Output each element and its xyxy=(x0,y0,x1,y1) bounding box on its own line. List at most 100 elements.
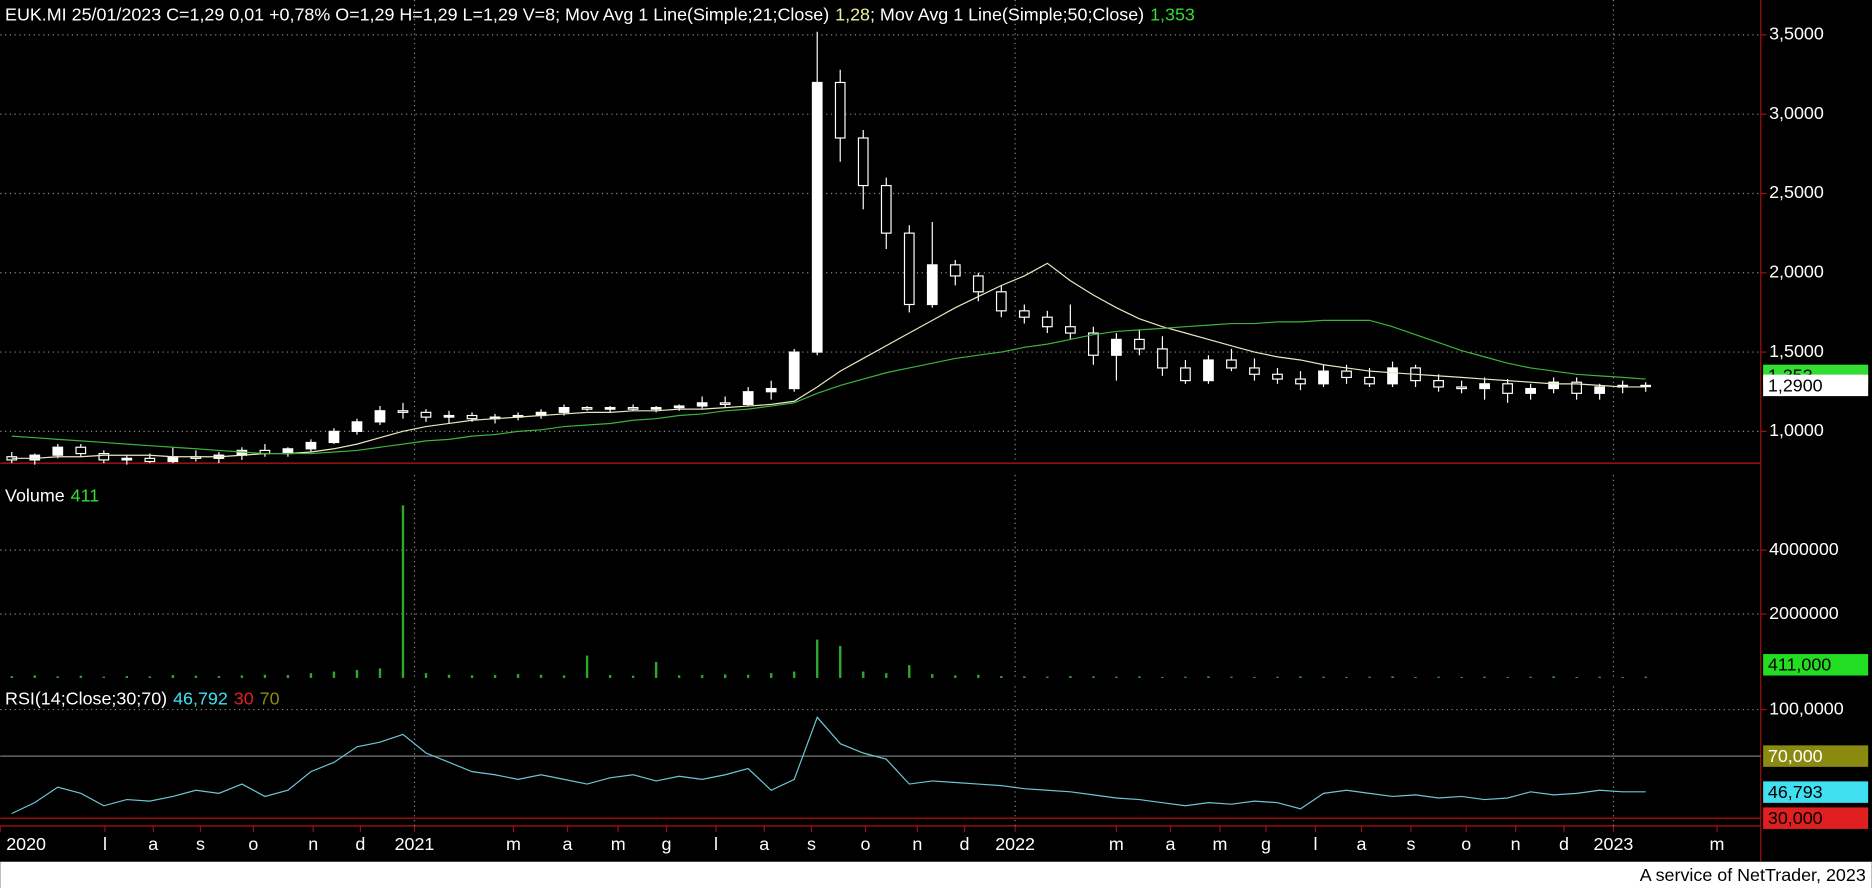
candle-body xyxy=(1456,386,1467,390)
candle-body xyxy=(1364,376,1375,385)
candle-body xyxy=(788,351,800,390)
candle-body xyxy=(949,264,961,277)
legend-name: ; Mov Avg 1 Line(Simple;50;Close) xyxy=(870,4,1144,24)
volume-bar xyxy=(1299,676,1302,678)
candle-body xyxy=(305,441,317,450)
rsi-last-box-label: 46,793 xyxy=(1768,782,1823,802)
volume-header: Volume 411 xyxy=(5,485,99,505)
header-value: 411 xyxy=(71,485,100,505)
last-price-box xyxy=(1763,374,1869,397)
volume-bar xyxy=(1161,676,1164,678)
candle-body xyxy=(1548,381,1559,390)
volume-bar xyxy=(1023,676,1026,678)
volume-bar xyxy=(171,675,175,678)
candle-body xyxy=(1295,378,1306,385)
volume-bar xyxy=(1138,676,1141,678)
volume-bar xyxy=(1322,676,1325,678)
volume-bar xyxy=(1253,676,1256,678)
y-tick-label: 2000000 xyxy=(1769,603,1839,623)
volume-bar xyxy=(700,675,704,678)
header-value: 46,792 xyxy=(173,688,228,708)
x-tick-label: 2022 xyxy=(995,834,1035,854)
x-tick-label: g xyxy=(1261,834,1271,854)
volume-bar xyxy=(125,676,129,678)
x-tick-label: a xyxy=(563,834,573,854)
candle-body xyxy=(144,457,156,463)
y-tick-label: 1,5000 xyxy=(1769,341,1824,361)
x-tick-label: d xyxy=(1559,834,1569,854)
candle-body xyxy=(880,184,892,234)
volume-bar xyxy=(447,674,451,678)
volume-bar xyxy=(954,675,957,678)
x-tick-label: o xyxy=(1461,834,1471,854)
footer-bar xyxy=(0,861,1872,888)
volume-bar xyxy=(56,676,59,678)
candle-body xyxy=(650,406,662,410)
x-tick-label: s xyxy=(1406,834,1415,854)
candle-body xyxy=(1341,370,1352,379)
x-tick-label: n xyxy=(1511,834,1521,854)
legend-name: ; Mov Avg 1 Line(Simple;21;Close) xyxy=(555,4,829,24)
candle-body xyxy=(1502,383,1513,394)
candle-body xyxy=(167,456,179,463)
volume-bar xyxy=(1000,676,1003,678)
moving-average-line xyxy=(11,319,1646,455)
volume-bar xyxy=(1506,676,1509,678)
x-tick-label: m xyxy=(1109,834,1124,854)
y-tick-label: 4000000 xyxy=(1769,539,1839,559)
volume-bar xyxy=(931,674,934,678)
rsi-last-box xyxy=(1763,781,1869,803)
volume-bar xyxy=(1644,676,1647,678)
volume-bar xyxy=(885,673,888,678)
candle-body xyxy=(1318,370,1329,385)
volume-bar xyxy=(1437,676,1440,678)
volume-bar xyxy=(1046,676,1049,678)
volume-bar xyxy=(240,675,244,678)
volume-bar xyxy=(33,675,36,678)
volume-bar xyxy=(862,671,865,678)
x-tick-label: n xyxy=(308,834,318,854)
candle-body xyxy=(121,457,133,461)
volume-bar xyxy=(539,674,543,678)
volume-bar xyxy=(378,668,382,678)
volume-bar xyxy=(677,675,681,678)
volume-bar xyxy=(332,671,336,678)
volume-bar xyxy=(102,676,106,678)
candle-body xyxy=(1571,381,1583,394)
candle-body xyxy=(719,402,731,406)
x-tick-label: o xyxy=(861,834,871,854)
x-tick-label: a xyxy=(148,834,158,854)
volume-bar xyxy=(1230,676,1233,678)
x-tick-label: m xyxy=(1710,834,1725,854)
volume-bar xyxy=(839,645,842,678)
volume-bar xyxy=(470,675,474,678)
volume-bar xyxy=(585,655,589,678)
candle-body xyxy=(604,406,616,410)
volume-bar xyxy=(286,675,290,678)
volume-bar xyxy=(1115,676,1118,678)
volume-bar xyxy=(355,669,359,678)
volume-bar xyxy=(1483,676,1486,678)
candle-body xyxy=(834,81,846,139)
volume-bar xyxy=(309,673,313,678)
candle-body xyxy=(1064,326,1076,334)
x-tick-label: 2021 xyxy=(395,834,435,854)
candle-body xyxy=(1525,387,1536,394)
volume-bar xyxy=(1276,676,1279,678)
last-price-box-label: 1,2900 xyxy=(1768,375,1823,395)
header-title: RSI(14;Close;30;70) xyxy=(5,688,167,708)
candle-body xyxy=(98,452,110,461)
candle-body xyxy=(1387,367,1398,385)
x-tick-label: d xyxy=(960,834,970,854)
candle-body xyxy=(857,137,869,187)
candle-body xyxy=(328,430,340,444)
candle-body xyxy=(903,232,915,306)
candle-body xyxy=(466,414,478,420)
x-tick-label: d xyxy=(355,834,365,854)
candle-body xyxy=(1203,359,1214,382)
volume-bar xyxy=(1552,676,1555,678)
candle-body xyxy=(1041,316,1053,328)
y-tick-label: 1,0000 xyxy=(1769,420,1824,440)
